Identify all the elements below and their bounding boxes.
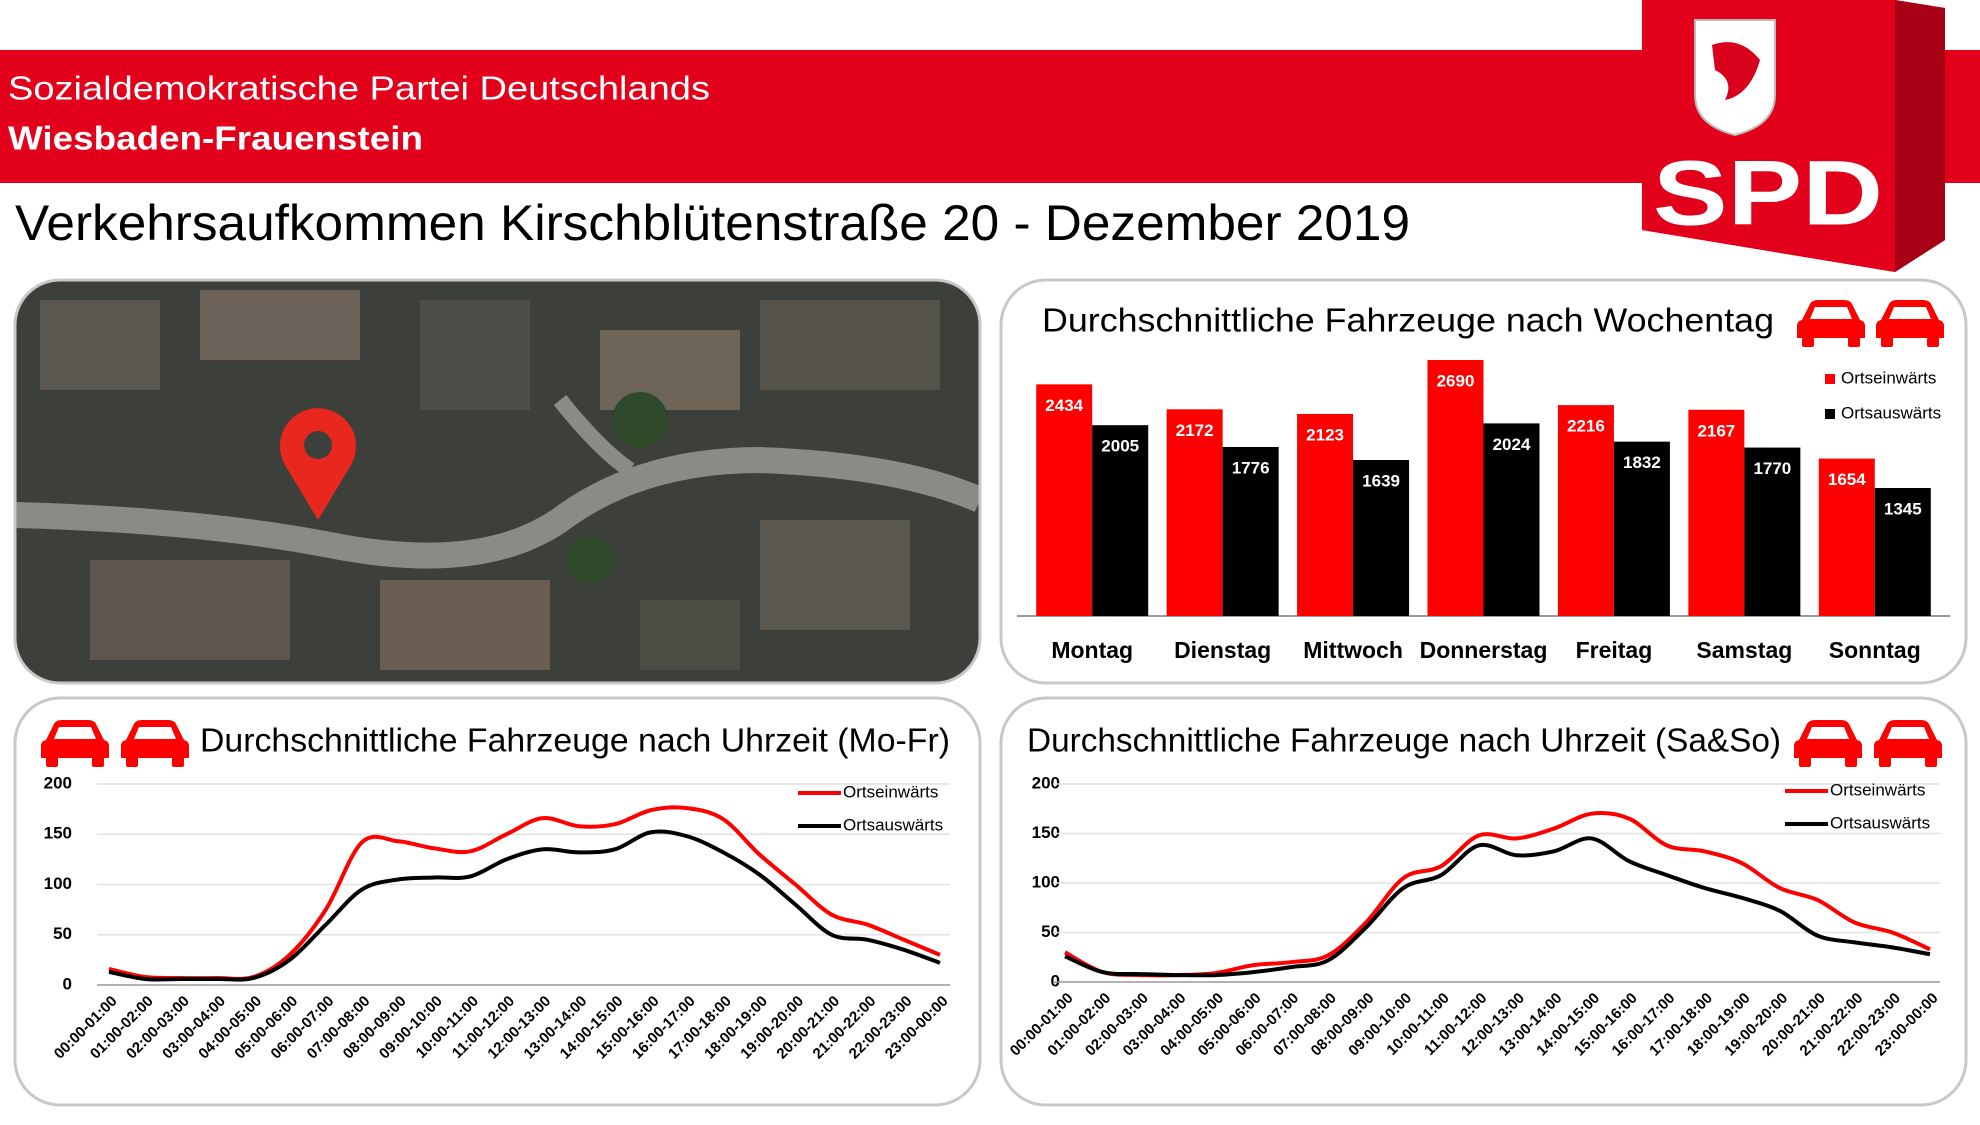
bar <box>1353 460 1410 616</box>
y-tick-label: 100 <box>1032 872 1060 891</box>
y-tick-label: 200 <box>1032 773 1060 792</box>
legend-label: Ortseinwärts <box>843 782 938 801</box>
legend-label: Ortseinwärts <box>1841 368 1936 387</box>
logo-text: SPD <box>1653 142 1883 244</box>
x-tick-label: Montag <box>1051 637 1133 663</box>
legend-label: Ortsauswärts <box>1830 813 1930 832</box>
value-label: 2690 <box>1437 371 1475 390</box>
value-label: 2167 <box>1697 421 1735 440</box>
panel <box>13 696 982 1107</box>
bar <box>1036 384 1093 616</box>
x-tick-label: Samstag <box>1696 637 1792 663</box>
bar <box>1483 423 1540 616</box>
x-tick-label: Dienstag <box>1174 637 1271 663</box>
y-tick-label: 0 <box>1051 971 1060 990</box>
value-label: 2024 <box>1493 435 1531 454</box>
series-line <box>1064 836 1931 978</box>
y-tick-label: 50 <box>53 924 72 943</box>
value-label: 1654 <box>1828 470 1866 489</box>
value-label: 2123 <box>1306 425 1344 444</box>
x-tick-label: Freitag <box>1576 637 1653 663</box>
page-title: Verkehrsaufkommen Kirschblütenstraße 20 … <box>15 195 1410 251</box>
value-label: 2005 <box>1101 437 1139 456</box>
value-label: 1639 <box>1362 472 1400 491</box>
chart-title: Durchschnittliche Fahrzeuge nach Uhrzeit… <box>200 722 950 759</box>
chart-title: Durchschnittliche Fahrzeuge nach Uhrzeit… <box>1027 722 1781 759</box>
value-label: 1776 <box>1232 458 1270 477</box>
header-line2: Wiesbaden-Frauenstein <box>8 120 423 157</box>
bar <box>1557 405 1614 616</box>
bar <box>1818 458 1875 616</box>
bar <box>1092 425 1149 616</box>
value-label: 1832 <box>1623 453 1661 472</box>
legend-label: Ortseinwärts <box>1830 780 1925 799</box>
bar <box>1744 447 1801 616</box>
value-label: 2172 <box>1176 421 1214 440</box>
bar <box>1166 409 1223 616</box>
bar <box>1427 360 1484 616</box>
y-tick-label: 150 <box>1032 823 1060 842</box>
bar <box>1297 413 1354 616</box>
value-label: 2434 <box>1045 396 1083 415</box>
series-line <box>108 829 941 982</box>
bar <box>1613 441 1670 616</box>
header-line1: Sozialdemokratische Partei Deutschlands <box>8 70 710 107</box>
y-tick-label: 0 <box>63 974 72 993</box>
legend-label: Ortsauswärts <box>1841 403 1941 422</box>
legend-swatch <box>1825 409 1835 419</box>
y-tick-label: 100 <box>44 874 72 893</box>
legend-label: Ortsauswärts <box>843 815 943 834</box>
y-tick-label: 150 <box>44 824 72 843</box>
value-label: 2216 <box>1567 417 1605 436</box>
legend-swatch <box>1825 374 1835 384</box>
bar <box>1874 488 1931 616</box>
value-label: 1770 <box>1753 459 1791 478</box>
x-tick-label: Donnerstag <box>1420 637 1548 663</box>
y-tick-label: 50 <box>1041 922 1060 941</box>
chart-title: Durchschnittliche Fahrzeuge nach Wochent… <box>1042 302 1774 339</box>
bar <box>1688 409 1745 616</box>
x-tick-label: Sonntag <box>1829 637 1921 663</box>
value-label: 1345 <box>1884 499 1922 518</box>
logo: SPD <box>1642 0 1945 272</box>
panel <box>999 696 1968 1107</box>
x-tick-label: Mittwoch <box>1303 637 1403 663</box>
bar <box>1222 446 1279 616</box>
y-tick-label: 200 <box>44 773 72 792</box>
map <box>13 278 982 685</box>
